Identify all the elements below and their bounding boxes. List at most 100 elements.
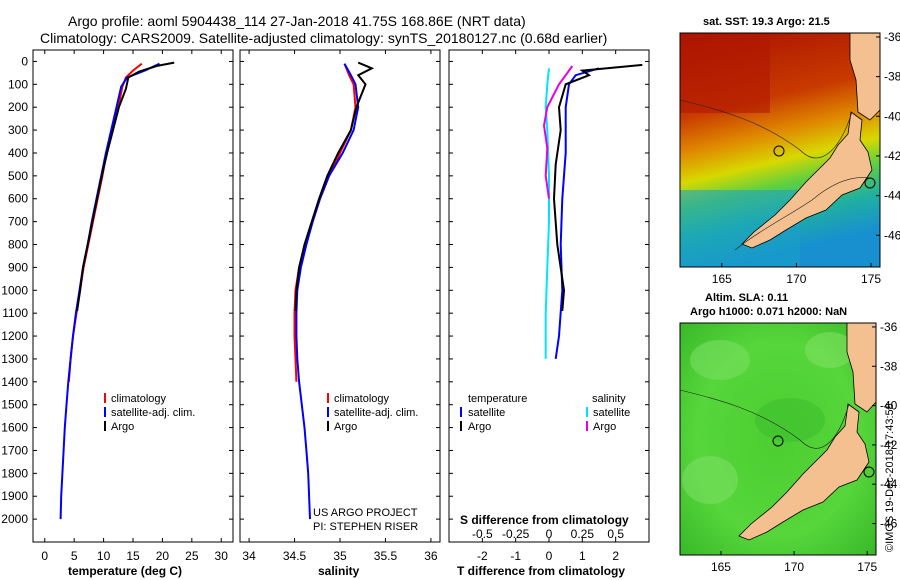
depth-tick-label-600: 600 (8, 192, 28, 206)
sst-ticks-xtick-label: 175 (861, 272, 881, 286)
depth-tick-label-300: 300 (8, 123, 28, 137)
sla-blob-1 (690, 340, 750, 380)
depth-tick-label-1900: 1900 (1, 489, 28, 503)
temperature-xtick-label: 0 (41, 549, 48, 563)
sla-map-title-line-2: Argo h1000: 0.071 h2000: NaN (690, 306, 847, 318)
salinity-xtick-label: 35 (333, 549, 347, 563)
salinity-series-satellite-adj-clim- (295, 63, 360, 520)
temperature-legend-label: Argo (111, 421, 134, 433)
sst-ticks-xtick-label: 165 (712, 272, 732, 286)
temperature-series-satellite-adj-clim- (59, 62, 160, 520)
sst-map-ticks: 165 170 175 -36 -38 -40 -42 -44 -46 (712, 30, 900, 286)
difference-xtick-label: -2 (477, 549, 488, 563)
temperature-xtick-label: 20 (156, 549, 170, 563)
temperature-series-climatology (67, 62, 143, 382)
salinity-xtick-label: 36 (424, 549, 438, 563)
depth-axis-labels: 0 100 200 300 400 500 600 700 800 900 1000 1100 1200… (1, 54, 28, 526)
sst-map-frame (679, 32, 881, 268)
depth-tick-label-0: 0 (21, 54, 28, 68)
depth-tick-label-1200: 1200 (1, 329, 28, 343)
difference-xtick-label: 1 (579, 549, 586, 563)
difference-top-xlabel: S difference from climatology (460, 513, 629, 527)
salinity-xlabel: salinity (318, 564, 360, 578)
temperature-series-argo (76, 61, 175, 312)
difference-series-s-satellite (544, 68, 550, 359)
difference-legend-left-label: satellite (468, 407, 505, 419)
sst-contour (679, 99, 853, 159)
difference-top-tick-label: 0.5 (607, 527, 624, 541)
salinity-legend-label: satellite-adj. clim. (334, 407, 418, 419)
salinity-legend-label: climatology (334, 393, 390, 405)
sst-ticks-ytick-label: -46 (884, 228, 900, 242)
sst-ticks-ytick-label: -38 (884, 70, 900, 84)
depth-tick-label-1700: 1700 (1, 443, 28, 457)
difference-legend-left-label: Argo (468, 421, 491, 433)
difference-series-t-satellite (554, 67, 600, 360)
temperature-profile-plot: 0 5 10 15 20 25 30 climatology satellite-adj. cl… (33, 50, 233, 563)
difference-xtick-label: -1 (510, 549, 521, 563)
sst-argo-location-marker (773, 145, 785, 157)
sst-warm-patch (680, 33, 770, 113)
sla-ticks-xtick-label: 170 (784, 560, 804, 574)
difference-panel-frame (448, 49, 650, 543)
sla-argo-location-marker (772, 435, 784, 447)
difference-legend-right-title: salinity (592, 393, 626, 405)
difference-xtick-label: 0 (546, 549, 553, 563)
salinity-series-argo (294, 61, 375, 311)
sst-ticks-ytick-label: -42 (884, 149, 900, 163)
depth-tick-label-100: 100 (8, 77, 28, 91)
temperature-xlabel: temperature (deg C) (68, 564, 182, 578)
depth-tick-label-200: 200 (8, 100, 28, 114)
depth-tick-label-2000: 2000 (1, 512, 28, 526)
salinity-profile-plot: 34 34.5 35 35.5 36 climatology satellite-adj. … (240, 50, 440, 563)
depth-tick-label-700: 700 (8, 215, 28, 229)
sla-ticks-xtick-label: 175 (857, 560, 877, 574)
salinity-legend-label: Argo (334, 421, 357, 433)
difference-legend-left-title: temperature (468, 393, 527, 405)
difference-xlabel: T difference from climatology (457, 564, 625, 578)
sst-map-title: sat. SST: 19.3 Argo: 21.5 (703, 16, 830, 28)
sla-south-island (738, 403, 870, 541)
depth-tick-label-1300: 1300 (1, 352, 28, 366)
sst-map: sat. SST: 19.3 Argo: 21.5 165 170 175 -36 -3… (679, 16, 900, 286)
depth-tick-label-800: 800 (8, 238, 28, 252)
sst-south-island (741, 111, 873, 249)
temperature-legend-label: climatology (111, 393, 167, 405)
header-line-2: Climatology: CARS2009. Satellite-adjuste… (40, 30, 607, 46)
difference-top-tick-label: -0.5 (472, 527, 493, 541)
salinity-credit-line-2: PI: STEPHEN RISER (313, 521, 418, 533)
sst-circle-marker (864, 177, 876, 189)
temperature-xtick-label: 15 (126, 549, 140, 563)
depth-tick-label-400: 400 (8, 146, 28, 160)
sla-blob-4 (805, 332, 855, 368)
depth-tick-label-1100: 1100 (2, 306, 28, 320)
temperature-legend-label: satellite-adj. clim. (111, 407, 195, 419)
sla-contour (679, 389, 850, 449)
difference-legend-right-label: satellite (593, 407, 630, 419)
difference-series-t-argo (552, 63, 643, 311)
salinity-credit-line-1: US ARGO PROJECT (313, 507, 418, 519)
difference-xtick-label: 2 (612, 549, 619, 563)
sla-map-title-line-1: Altim. SLA: 0.11 (705, 292, 788, 304)
salinity-xtick-label: 35.5 (374, 549, 398, 563)
sst-ticks-ytick-label: -36 (884, 30, 900, 44)
sst-ticks-xtick-label: 170 (786, 272, 806, 286)
sla-ticks-ytick-label: -38 (880, 359, 898, 373)
header-line-1: Argo profile: aoml 5904438_114 27-Jan-20… (68, 13, 526, 29)
depth-tick-label-900: 900 (8, 260, 28, 274)
imos-credit: ©IMOS 19-Dec-2018 17:43:58 (884, 403, 896, 552)
difference-profile-plot: -2 -1 0 1 2 temperature salinity satellite Argo s… (449, 50, 649, 563)
difference-top-tick-label: -0.25 (502, 527, 530, 541)
sla-ticks-ytick-label: -42 (880, 438, 898, 452)
difference-series-s-argo (542, 65, 574, 199)
temperature-xtick-label: 25 (185, 549, 199, 563)
salinity-panel-frame (239, 49, 441, 543)
sla-map-ticks: 165 170 175 -36 -38 -40 -42 -44 -46 (711, 320, 898, 574)
sla-circle-marker (863, 466, 875, 478)
depth-tick-label-1800: 1800 (1, 466, 28, 480)
difference-legend-right-label: Argo (593, 421, 616, 433)
sst-ticks-ytick-label: -44 (884, 189, 900, 203)
depth-tick-label-1600: 1600 (1, 421, 28, 435)
sla-blob-3 (682, 456, 738, 504)
